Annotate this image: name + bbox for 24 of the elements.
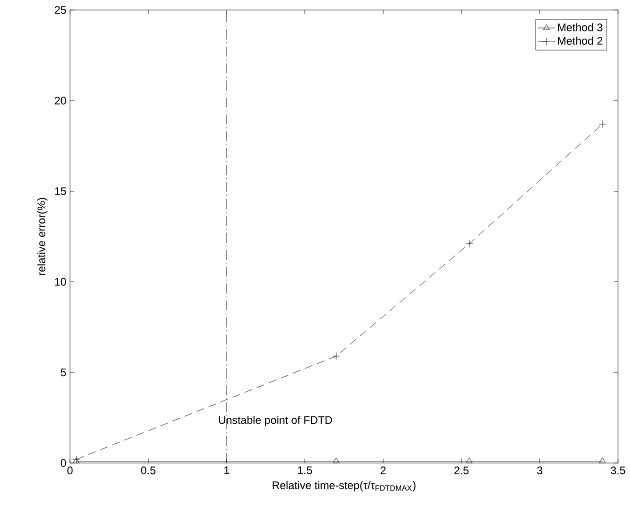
point xyxy=(332,352,340,360)
point xyxy=(599,458,606,464)
y-tick-label: 15 xyxy=(55,187,66,196)
y-axis-title: relative error(%) xyxy=(37,198,48,276)
point xyxy=(598,120,606,128)
y-tick-label: 0 xyxy=(60,459,66,467)
x-tick-label: 1 xyxy=(224,466,230,474)
point xyxy=(466,458,472,464)
legend-label: Method 3 xyxy=(558,23,602,32)
x-axis-title: Relative time-step(τ/τ$_{FDTDMAX}$) xyxy=(272,481,416,492)
legend-label: Method 2 xyxy=(558,36,602,45)
x-tick-label: 2.5 xyxy=(454,466,469,474)
ref-line-label: Unstable point of FDTD xyxy=(218,416,332,426)
y-tick-label: 20 xyxy=(54,96,66,104)
point xyxy=(332,458,340,464)
x-tick-label: 0 xyxy=(67,466,73,474)
x-tick-label: 1.5 xyxy=(298,466,312,474)
y-tick-label: 25 xyxy=(54,6,66,14)
x-tick-label: 0.5 xyxy=(141,466,156,474)
y-tick-label: 5 xyxy=(60,368,66,376)
x-tick-label: 3 xyxy=(537,466,542,474)
x-tick-label: 3.5 xyxy=(610,466,626,474)
x-tick-label: 2 xyxy=(380,466,386,474)
y-tick-label: 10 xyxy=(55,278,66,286)
